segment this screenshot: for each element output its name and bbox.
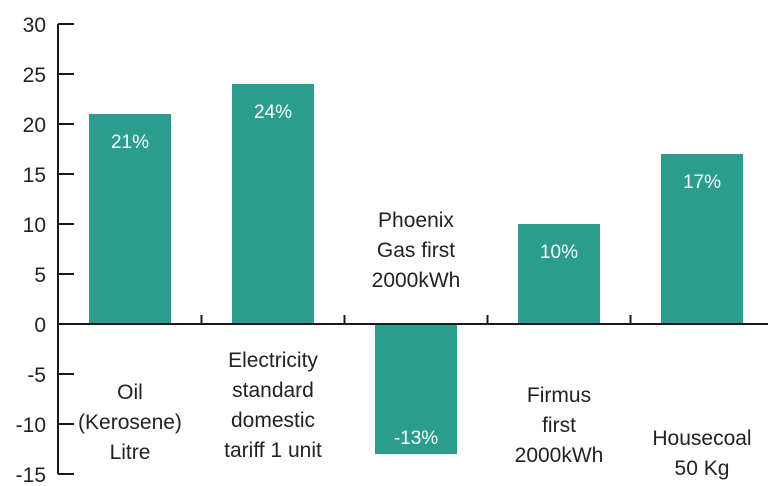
y-tick-label: 30	[23, 14, 46, 37]
bar	[661, 154, 743, 324]
data-label: 17%	[683, 172, 721, 193]
category-labels: Oil (Kerosene) Litre Electricity standard dom…	[78, 209, 752, 480]
data-label: 21%	[111, 132, 149, 153]
data-label: -13%	[394, 428, 438, 449]
bars: 21% 24% -13% 10% 17%	[89, 84, 743, 454]
category-label: Housecoal 50 Kg	[652, 427, 751, 480]
y-tick-label: 25	[23, 64, 46, 87]
y-tick-label: 20	[23, 114, 46, 137]
bar	[375, 324, 457, 454]
category-label: Electricity standard domestic tariff 1 unit	[224, 349, 322, 462]
y-axis: 30 25 20 15 10 5 0 -5 -10 -15	[16, 14, 74, 486]
y-tick-label: -5	[27, 364, 46, 387]
x-axis	[58, 315, 768, 325]
category-label: Phoenix Gas first 2000kWh	[372, 209, 461, 292]
y-tick-label: 5	[34, 264, 46, 287]
data-label: 10%	[540, 242, 578, 263]
data-label: 24%	[254, 102, 292, 123]
category-label: Firmus first 2000kWh	[515, 384, 604, 467]
bar	[89, 114, 171, 324]
bar	[518, 224, 600, 324]
y-tick-label: 15	[23, 164, 46, 187]
y-tick-label: 0	[34, 314, 46, 337]
y-tick-label: 10	[23, 214, 46, 237]
category-label: Oil (Kerosene) Litre	[78, 381, 182, 464]
y-tick-label: -10	[16, 414, 46, 437]
bar	[232, 84, 314, 324]
y-tick-label: -15	[16, 464, 46, 486]
